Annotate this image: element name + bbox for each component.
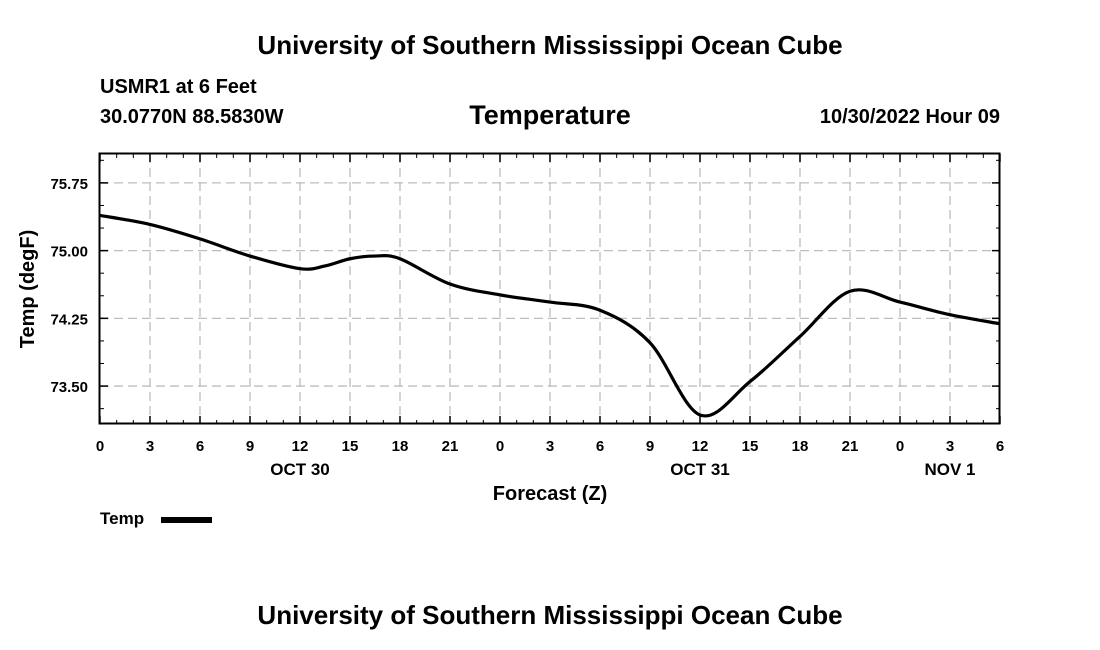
y-tick-label: 75.00 <box>50 244 88 261</box>
x-tick-label: 21 <box>842 438 859 455</box>
x-tick-label: 3 <box>546 438 554 455</box>
page-title: University of Southern Mississippi Ocean… <box>257 30 843 60</box>
x-tick-label: 6 <box>996 438 1004 455</box>
series-line-temp <box>99 213 1001 418</box>
x-tick-label: 6 <box>196 438 204 455</box>
coordinates-label: 30.0770N 88.5830W <box>100 106 284 128</box>
x-tick-label: 0 <box>496 438 504 455</box>
x-tick-label: 12 <box>292 438 309 455</box>
chart-title: Temperature <box>469 100 631 130</box>
y-tick-label: 75.75 <box>50 176 88 193</box>
y-tick-label: 74.25 <box>50 311 88 328</box>
x-tick-label: 9 <box>246 438 254 455</box>
x-tick-label: 6 <box>596 438 604 455</box>
y-axis-label: Temp (degF) <box>17 230 39 349</box>
legend-entry-label: Temp <box>100 509 145 528</box>
date-label: NOV 1 <box>924 460 975 479</box>
x-tick-label: 3 <box>146 438 154 455</box>
x-tick-label: 12 <box>692 438 709 455</box>
x-tick-label: 3 <box>946 438 954 455</box>
station-label: USMR1 at 6 Feet <box>100 76 257 98</box>
x-axis-label: Forecast (Z) <box>493 483 607 505</box>
date-label: OCT 31 <box>670 460 730 479</box>
x-tick-label: 21 <box>442 438 459 455</box>
footer-title: University of Southern Mississippi Ocean… <box>257 600 843 630</box>
x-tick-label: 18 <box>792 438 809 455</box>
x-tick-label: 0 <box>96 438 104 455</box>
date-label: OCT 30 <box>270 460 330 479</box>
x-tick-label: 9 <box>646 438 654 455</box>
label-layer: 0 3 6 9 12 15 18 21 0 3 6 9 12 15 18 21 0 3 6 OCT 30 OCT 31 N… <box>50 176 1004 479</box>
x-tick-label: 0 <box>896 438 904 455</box>
x-tick-label: 15 <box>742 438 759 455</box>
plot-frame <box>98 152 1001 425</box>
x-tick-label: 15 <box>342 438 359 455</box>
legend-line-swatch <box>161 517 212 523</box>
series-layer <box>99 213 1001 418</box>
grid-layer <box>100 154 1000 424</box>
y-tick-label: 73.50 <box>50 379 88 396</box>
x-tick-label: 18 <box>392 438 409 455</box>
forecast-datetime: 10/30/2022 Hour 09 <box>819 106 1000 128</box>
